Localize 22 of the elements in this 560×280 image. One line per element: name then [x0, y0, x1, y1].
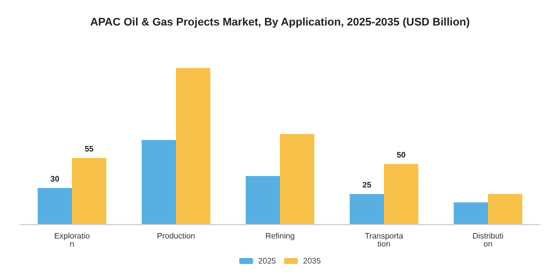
legend-label: 2035 [303, 256, 322, 266]
bar [350, 194, 384, 224]
bar [72, 158, 106, 224]
legend-label: 2025 [258, 256, 277, 266]
data-label: 30 [50, 174, 60, 184]
data-label: 50 [396, 150, 406, 160]
bar [38, 188, 72, 224]
bar [176, 68, 210, 224]
x-tick-label: Production [156, 232, 196, 240]
bar [246, 176, 280, 224]
bar [454, 202, 488, 224]
bar [488, 194, 522, 224]
x-tick-label: Distributi on [472, 232, 504, 248]
x-tick-label: Exploratio n [54, 232, 90, 248]
data-label: 55 [84, 144, 94, 154]
bar [142, 140, 176, 224]
bar [280, 134, 314, 224]
x-tick-label: Transporta tion [364, 232, 404, 248]
chart-title: APAC Oil & Gas Projects Market, By Application, 2025-2035 (USD Billion) [90, 16, 470, 28]
x-tick-label: Refining [265, 232, 295, 240]
data-label: 25 [362, 180, 372, 190]
bar [384, 164, 418, 224]
